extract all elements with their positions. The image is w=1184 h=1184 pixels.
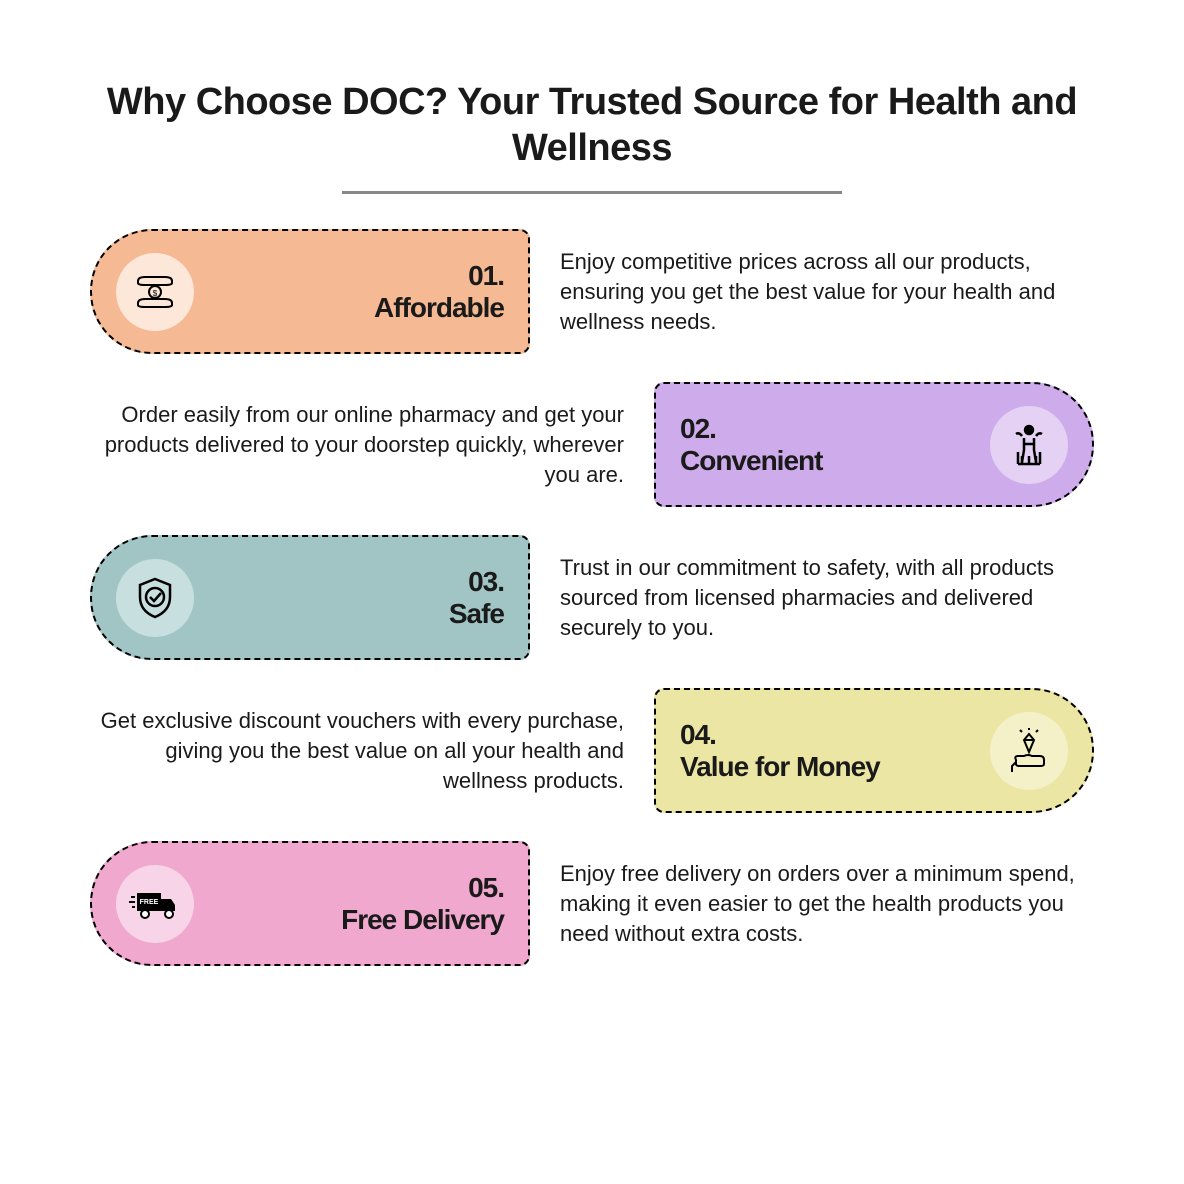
value-icon-circle [990, 712, 1068, 790]
item-pill: 03. Safe [90, 535, 530, 660]
item-label: Affordable [212, 292, 504, 324]
pill-text: 05. Free Delivery [212, 872, 504, 936]
svg-text:FREE: FREE [140, 899, 159, 906]
item-label: Safe [212, 598, 504, 630]
item-row: $ 01. Affordable Enjoy competitive price… [90, 229, 1094, 354]
delivery-icon-circle: FREE [116, 865, 194, 943]
item-row: 03. Safe Trust in our commitment to safe… [90, 535, 1094, 660]
item-pill: $ 01. Affordable [90, 229, 530, 354]
page-title: Why Choose DOC? Your Trusted Source for … [90, 80, 1094, 171]
item-pill: 02. Convenient [654, 382, 1094, 507]
pill-text: 01. Affordable [212, 260, 504, 324]
item-description: Enjoy competitive prices across all our … [560, 247, 1094, 336]
item-label: Convenient [680, 445, 972, 477]
item-description: Get exclusive discount vouchers with eve… [90, 706, 624, 795]
item-label: Free Delivery [212, 904, 504, 936]
pill-text: 03. Safe [212, 566, 504, 630]
item-row: FREE 05. Free Delivery Enjoy free delive… [90, 841, 1094, 966]
safe-icon-circle [116, 559, 194, 637]
svg-text:$: $ [153, 289, 158, 298]
item-number: 01. [212, 260, 504, 292]
delivery-icon: FREE [127, 879, 183, 929]
item-number: 05. [212, 872, 504, 904]
item-row: 02. Convenient Order easily from our onl… [90, 382, 1094, 507]
item-number: 02. [680, 413, 972, 445]
affordable-icon: $ [130, 267, 180, 317]
item-number: 04. [680, 719, 972, 751]
convenient-icon-circle [990, 406, 1068, 484]
item-label: Value for Money [680, 751, 972, 783]
pill-text: 02. Convenient [680, 413, 972, 477]
convenient-icon [1004, 420, 1054, 470]
item-pill: 04. Value for Money [654, 688, 1094, 813]
items-container: $ 01. Affordable Enjoy competitive price… [90, 229, 1094, 966]
title-divider [342, 191, 842, 194]
item-description: Order easily from our online pharmacy an… [90, 400, 624, 489]
item-number: 03. [212, 566, 504, 598]
item-description: Trust in our commitment to safety, with … [560, 553, 1094, 642]
item-row: 04. Value for Money Get exclusive discou… [90, 688, 1094, 813]
value-icon [1004, 726, 1054, 776]
affordable-icon-circle: $ [116, 253, 194, 331]
item-pill: FREE 05. Free Delivery [90, 841, 530, 966]
pill-text: 04. Value for Money [680, 719, 972, 783]
safe-icon [130, 573, 180, 623]
item-description: Enjoy free delivery on orders over a min… [560, 859, 1094, 948]
